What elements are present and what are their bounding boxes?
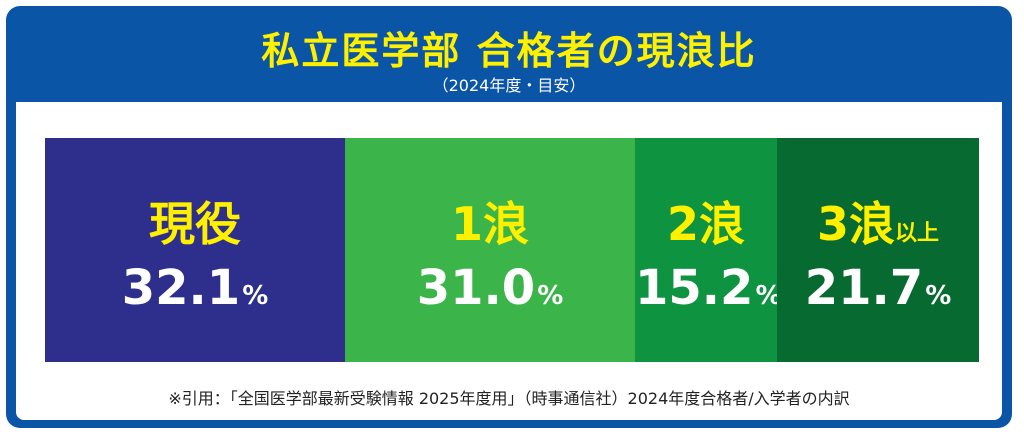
segment-label-text: 2浪 [667, 197, 745, 251]
stacked-bar: 現役 32.1% 1浪 31.0% 2浪 15.2% 3浪以上 21.7% [45, 138, 979, 362]
bar-segment-3: 2浪 15.2% [635, 138, 777, 362]
segment-label-text: 3浪 [817, 197, 895, 251]
segment-value-number: 15.2 [635, 260, 753, 316]
segment-value: 15.2% [635, 260, 777, 316]
segment-label: 3浪以上 [777, 188, 979, 254]
segment-value-percent: % [925, 281, 951, 311]
segment-value-percent: % [537, 281, 563, 311]
segment-value: 31.0% [345, 260, 635, 316]
segment-label-text: 現役 [149, 197, 241, 251]
segment-value-percent: % [242, 281, 268, 311]
source-note: ※引用：「全国医学部最新受験情報 2025年度用」（時事通信社）2024年度合格… [16, 385, 1002, 409]
segment-label-text: 1浪 [451, 197, 529, 251]
bar-segment-2: 1浪 31.0% [345, 138, 635, 362]
segment-value-number: 32.1 [122, 260, 240, 316]
chart-title: 私立医学部 合格者の現浪比 [6, 20, 1012, 75]
segment-value-number: 21.7 [805, 260, 923, 316]
segment-label: 現役 [45, 188, 345, 254]
segment-label: 1浪 [345, 188, 635, 254]
segment-label: 2浪 [635, 188, 777, 254]
chart-frame: 私立医学部 合格者の現浪比 （2024年度・目安） 現役 32.1% 1浪 31.0%… [6, 6, 1012, 428]
segment-value-number: 31.0 [417, 260, 535, 316]
chart-panel: 現役 32.1% 1浪 31.0% 2浪 15.2% 3浪以上 21.7% ※引用：「全国医学… [16, 102, 1002, 420]
bar-segment-4: 3浪以上 21.7% [777, 138, 979, 362]
chart-header: 私立医学部 合格者の現浪比 （2024年度・目安） [6, 6, 1012, 102]
segment-value: 32.1% [45, 260, 345, 316]
bar-segment-1: 現役 32.1% [45, 138, 345, 362]
segment-value: 21.7% [777, 260, 979, 316]
chart-subtitle: （2024年度・目安） [6, 72, 1012, 96]
segment-label-suffix: 以上 [895, 221, 939, 246]
